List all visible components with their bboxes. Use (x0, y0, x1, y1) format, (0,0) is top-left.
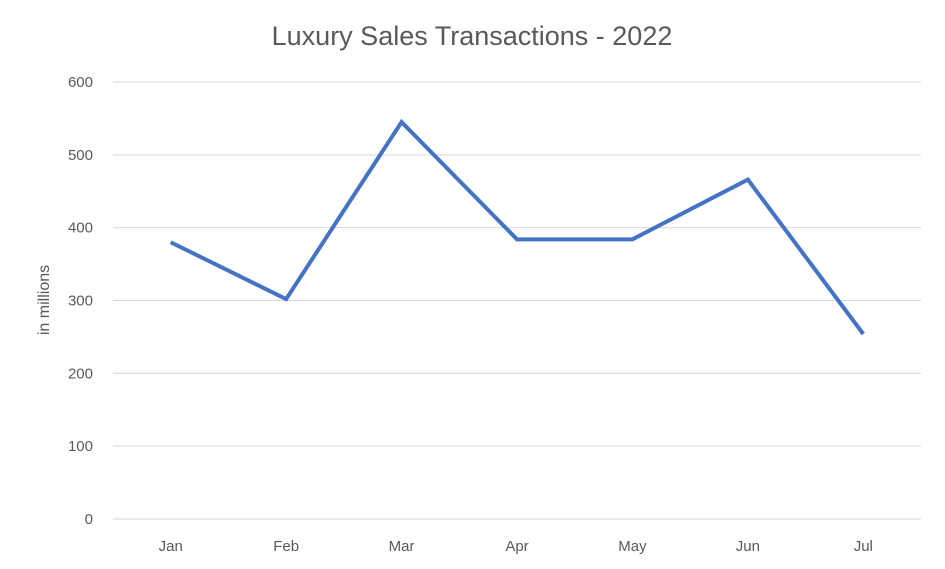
x-axis-ticks: Jan Feb Mar Apr May Jun Jul (159, 538, 873, 555)
chart-title: Luxury Sales Transactions - 2022 (272, 21, 673, 51)
data-point (629, 236, 635, 242)
y-tick-label: 600 (68, 74, 93, 91)
y-tick-label: 300 (68, 293, 93, 310)
y-tick-label: 400 (68, 220, 93, 237)
series-line (169, 118, 865, 336)
x-tick-label: Feb (273, 538, 299, 555)
y-tick-label: 100 (68, 438, 93, 455)
x-tick-label: Jun (736, 538, 760, 555)
data-point (514, 236, 520, 242)
x-tick-label: Jan (159, 538, 183, 555)
data-point (745, 177, 751, 183)
series-layer (168, 118, 866, 337)
x-tick-label: Mar (389, 538, 415, 555)
y-tick-label: 500 (68, 147, 93, 164)
x-tick-label: Jul (854, 538, 873, 555)
data-point (860, 331, 866, 337)
y-axis-label: in millions (36, 265, 53, 335)
x-tick-label: Apr (505, 538, 528, 555)
y-tick-label: 200 (68, 365, 93, 382)
data-point (283, 296, 289, 302)
gridlines (113, 81, 921, 520)
x-tick-label: May (618, 538, 647, 555)
data-point (399, 119, 405, 125)
data-point (168, 239, 174, 245)
y-tick-label: 0 (85, 511, 93, 528)
y-axis-ticks: 0 100 200 300 400 500 600 (68, 74, 93, 528)
